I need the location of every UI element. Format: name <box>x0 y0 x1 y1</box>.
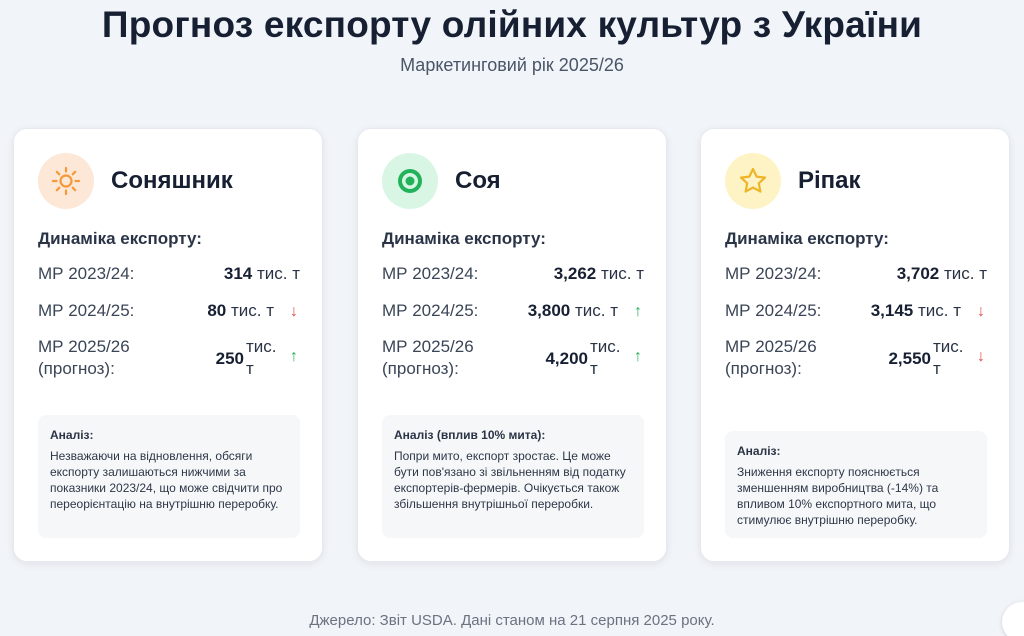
row-value: 3,800 <box>527 301 571 320</box>
dynamics-label: Динаміка експорту: <box>725 229 889 248</box>
row-label: МР 2024/25: <box>38 301 135 320</box>
star-icon <box>725 153 781 209</box>
row-label: МР 2023/24: <box>382 264 479 283</box>
target-icon <box>382 153 438 209</box>
card-rapeseed: Ріпак Динаміка експорту: МР 2023/24: 3,7… <box>700 128 1010 562</box>
floating-action-button[interactable] <box>1002 602 1024 636</box>
row-value: 250 <box>215 349 244 368</box>
card-sunflower: Соняшник Динаміка експорту: МР 2023/24: … <box>13 128 323 562</box>
row-label: МР 2023/24: <box>38 264 135 283</box>
row-unit: тис. т <box>933 337 964 378</box>
row-unit: тис. т <box>943 264 987 283</box>
analysis-box: Аналіз: Зниження експорту пояснюється зм… <box>725 431 987 538</box>
sun-icon <box>38 153 94 209</box>
row-label: МР 2025/26 (прогноз): <box>38 337 130 378</box>
source-note: Джерело: Звіт USDA. Дані станом на 21 се… <box>309 612 715 629</box>
row-label: МР 2025/26 (прогноз): <box>382 337 474 378</box>
trend-up-icon: ↑ <box>290 348 298 365</box>
row-value: 3,145 <box>870 301 914 320</box>
row-label: МР 2023/24: <box>725 264 822 283</box>
analysis-text: Зниження експорту пояснюється зменшенням… <box>737 465 939 527</box>
export-row: МР 2025/26 (прогноз): 250 тис. т ↑ <box>38 336 300 382</box>
row-value: 3,262 <box>553 264 597 283</box>
crop-name: Ріпак <box>798 167 861 194</box>
analysis-box: Аналіз: Незважаючи на відновлення, обсяг… <box>38 415 300 538</box>
trend-down-icon: ↓ <box>290 303 298 320</box>
analysis-box: Аналіз (вплив 10% мита): Попри мито, екс… <box>382 415 644 538</box>
row-unit: тис. т <box>590 337 621 378</box>
export-row: МР 2025/26 (прогноз): 2,550 тис. т ↓ <box>725 336 987 382</box>
analysis-title: Аналіз: <box>50 428 94 442</box>
row-label: МР 2024/25: <box>382 301 479 320</box>
export-row: МР 2024/25: 80 тис. т ↓ <box>38 300 300 324</box>
row-value: 3,702 <box>896 264 940 283</box>
dynamics-label: Динаміка експорту: <box>38 229 202 248</box>
row-unit: тис. т <box>230 301 274 320</box>
analysis-title: Аналіз (вплив 10% мита): <box>394 428 546 442</box>
page-title: Прогноз експорту олійних культур з Украї… <box>101 4 923 45</box>
row-unit: тис. т <box>574 301 618 320</box>
analysis-text: Незважаючи на відновлення, обсяги експор… <box>50 449 283 511</box>
row-value: 314 <box>223 264 253 283</box>
row-label: МР 2025/26 (прогноз): <box>725 337 817 378</box>
export-row: МР 2025/26 (прогноз): 4,200 тис. т ↑ <box>382 336 644 382</box>
analysis-title: Аналіз: <box>737 444 781 458</box>
dynamics-label: Динаміка експорту: <box>382 229 546 248</box>
row-unit: тис. т <box>917 301 961 320</box>
trend-down-icon: ↓ <box>977 303 985 320</box>
row-value: 4,200 <box>545 349 588 368</box>
card-soy: Соя Динаміка експорту: МР 2023/24: 3,262… <box>357 128 667 562</box>
crop-name: Соняшник <box>111 167 233 194</box>
export-row: МР 2024/25: 3,145 тис. т ↓ <box>725 300 987 324</box>
export-row: МР 2023/24: 3,702 тис. т <box>725 263 987 287</box>
analysis-text: Попри мито, експорт зростає. Це може бут… <box>394 449 626 511</box>
trend-up-icon: ↑ <box>634 348 642 365</box>
trend-down-icon: ↓ <box>977 348 985 365</box>
page-subtitle: Маркетинговий рік 2025/26 <box>400 55 624 75</box>
row-label: МР 2024/25: <box>725 301 822 320</box>
row-unit: тис. т <box>256 264 300 283</box>
export-row: МР 2024/25: 3,800 тис. т ↑ <box>382 300 644 324</box>
row-unit: тис. т <box>246 337 277 378</box>
row-value: 2,550 <box>888 349 931 368</box>
export-row: МР 2023/24: 3,262 тис. т <box>382 263 644 287</box>
trend-up-icon: ↑ <box>634 303 642 320</box>
export-row: МР 2023/24: 314 тис. т <box>38 263 300 287</box>
row-value: 80 <box>207 301 227 320</box>
row-unit: тис. т <box>600 264 644 283</box>
crop-name: Соя <box>455 167 501 194</box>
